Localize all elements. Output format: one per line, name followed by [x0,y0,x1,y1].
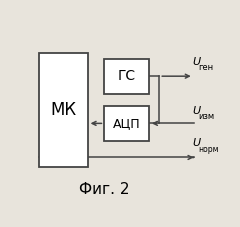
Text: ген: ген [198,63,213,72]
Text: U: U [193,106,201,116]
Text: АЦП: АЦП [113,117,141,130]
Bar [104,106,149,141]
Text: изм: изм [198,112,215,121]
Text: МК: МК [50,101,77,119]
Bar [104,59,149,94]
Text: U: U [193,57,201,67]
Text: U: U [193,138,201,148]
Text: Фиг. 2: Фиг. 2 [79,182,130,197]
Text: норм: норм [198,145,219,154]
Text: ГС: ГС [118,69,136,83]
Bar [39,53,88,167]
